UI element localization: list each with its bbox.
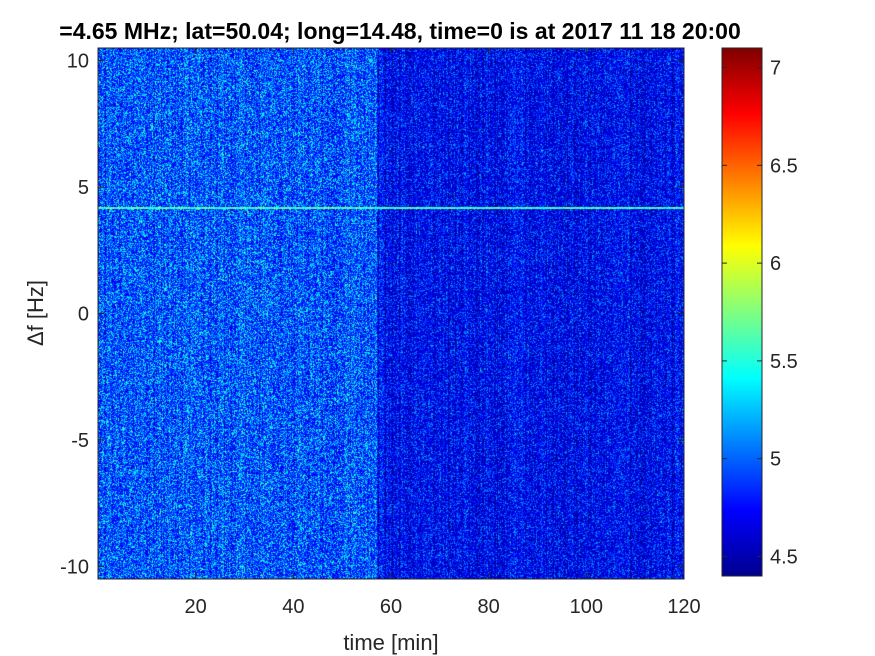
colorbar-tick-label: 6 [770,253,781,275]
x-axis-label: time [min] [343,630,438,655]
x-tick-label: 60 [380,596,402,618]
x-axis: 20 40 60 80 100 120 [185,48,701,618]
x-tick-label: 100 [570,596,603,618]
colorbar-tick-label: 6.5 [770,155,798,177]
y-tick-label: 10 [67,51,89,73]
y-axis: 10 5 0 -5 -10 [60,51,684,578]
colorbar-tick-label: 4.5 [770,546,798,568]
y-axis-label: Δf [Hz] [23,280,48,346]
y-tick-label: 5 [78,177,89,199]
colorbar-tick-label: 5.5 [770,351,798,373]
chart-title: =4.65 MHz; lat=50.04; long=14.48, time=0… [59,18,740,44]
colorbar-tick-label: 7 [770,58,781,80]
heatmap-image [98,48,684,579]
colorbar-frame [721,47,763,577]
x-tick-label: 80 [478,596,500,618]
colorbar: 4.5 5 5.5 6 6.5 7 [721,47,798,577]
x-tick-label: 40 [282,596,304,618]
y-tick-label: -5 [71,430,89,452]
plot-area [97,47,685,580]
colorbar-tick-label: 5 [770,449,781,471]
colorbar-gradient [722,48,762,576]
x-tick-label: 120 [667,596,700,618]
y-tick-label: -10 [60,556,89,578]
colorbar-ticks: 4.5 5 5.5 6 6.5 7 [722,58,798,568]
y-tick-label: 0 [78,304,89,326]
x-tick-label: 20 [185,596,207,618]
